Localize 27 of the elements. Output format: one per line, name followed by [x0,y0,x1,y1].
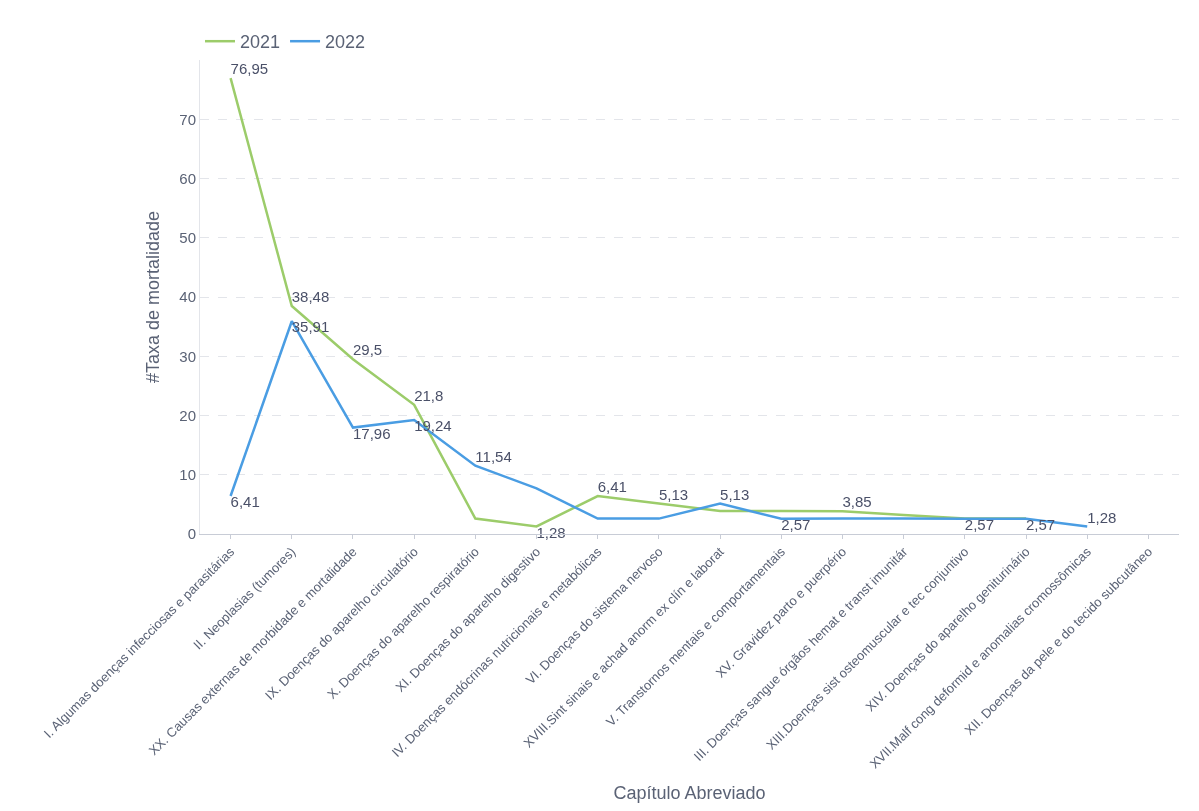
data-label: 6,41 [230,493,260,511]
data-label: 6,41 [597,478,627,496]
data-label: 29,5 [352,341,383,359]
y-tick-label: 40 [179,288,196,306]
data-label: 21,8 [414,387,444,405]
data-label: 5,13 [720,485,750,503]
y-axis-title: #Taxa de mortalidade [142,210,163,384]
data-label: 2,57 [1026,516,1056,534]
data-label: 17,96 [352,424,391,442]
data-label: 38,48 [291,288,330,306]
y-tick-label: 10 [179,466,196,483]
y-tick-label: 60 [179,169,196,187]
data-label: 5,13 [658,485,689,503]
legend-label: 2021 [240,32,281,53]
data-label: 76,95 [230,60,269,78]
data-label: 3,85 [842,493,872,511]
data-label: 2,57 [781,516,811,534]
data-label: 2,57 [964,516,995,534]
x-axis-title: Capítulo Abreviado [613,782,766,803]
data-label: 1,28 [1087,508,1117,526]
y-tick-label: 70 [179,110,196,128]
y-tick-label: 30 [179,347,196,365]
y-tick-label: 20 [179,406,196,424]
y-tick-label: 50 [179,229,196,246]
data-label: 11,54 [475,447,512,465]
legend-label: 2022 [325,32,366,53]
y-tick-label: 0 [187,525,196,543]
